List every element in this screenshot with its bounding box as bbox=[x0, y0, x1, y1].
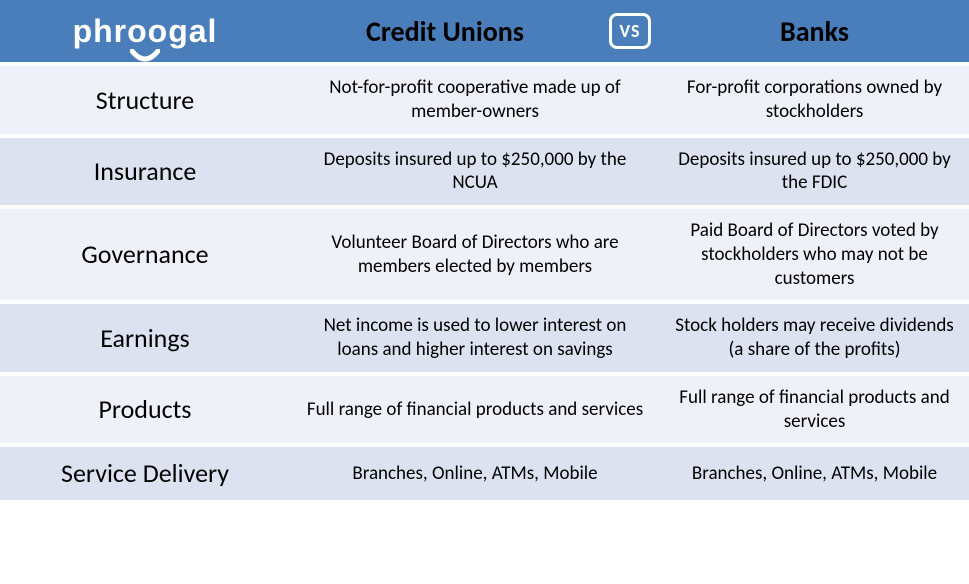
table-row: Products Full range of financial product… bbox=[0, 374, 969, 446]
table-row: Governance Volunteer Board of Directors … bbox=[0, 207, 969, 302]
vs-cell: VS bbox=[600, 0, 660, 64]
table-row: Insurance Deposits insured up to $250,00… bbox=[0, 136, 969, 208]
cell-a: Full range of financial products and ser… bbox=[290, 374, 660, 446]
row-label: Earnings bbox=[0, 302, 290, 374]
column-header-b: Banks bbox=[660, 0, 969, 64]
header-a-text: Credit Unions bbox=[366, 14, 524, 49]
cell-a: Not-for-profit cooperative made up of me… bbox=[290, 64, 660, 136]
row-label: Service Delivery bbox=[0, 445, 290, 502]
brand-logo: phroogal bbox=[73, 13, 218, 50]
cell-a: Net income is used to lower interest on … bbox=[290, 302, 660, 374]
row-label: Insurance bbox=[0, 136, 290, 208]
header-b-text: Banks bbox=[780, 14, 849, 49]
row-label: Products bbox=[0, 374, 290, 446]
brand-cell: phroogal bbox=[0, 0, 290, 64]
cell-b: Stock holders may receive dividends (a s… bbox=[660, 302, 969, 374]
cell-a: Deposits insured up to $250,000 by the N… bbox=[290, 136, 660, 208]
table-row: Earnings Net income is used to lower int… bbox=[0, 302, 969, 374]
cell-b: Deposits insured up to $250,000 by the F… bbox=[660, 136, 969, 208]
header-row: phroogal Credit Unions VS Banks bbox=[0, 0, 969, 64]
cell-a: Branches, Online, ATMs, Mobile bbox=[290, 445, 660, 502]
cell-a: Volunteer Board of Directors who are mem… bbox=[290, 207, 660, 302]
column-header-a: Credit Unions bbox=[290, 0, 600, 64]
table-row: Service Delivery Branches, Online, ATMs,… bbox=[0, 445, 969, 502]
table-row: Structure Not-for-profit cooperative mad… bbox=[0, 64, 969, 136]
cell-b: Branches, Online, ATMs, Mobile bbox=[660, 445, 969, 502]
smile-icon bbox=[130, 49, 160, 64]
cell-b: Paid Board of Directors voted by stockho… bbox=[660, 207, 969, 302]
row-label: Structure bbox=[0, 64, 290, 136]
vs-badge: VS bbox=[609, 13, 651, 49]
row-label: Governance bbox=[0, 207, 290, 302]
comparison-table: phroogal Credit Unions VS Banks Structur… bbox=[0, 0, 969, 504]
cell-b: For-profit corporations owned by stockho… bbox=[660, 64, 969, 136]
cell-b: Full range of financial products and ser… bbox=[660, 374, 969, 446]
brand-text: phroogal bbox=[73, 13, 218, 49]
